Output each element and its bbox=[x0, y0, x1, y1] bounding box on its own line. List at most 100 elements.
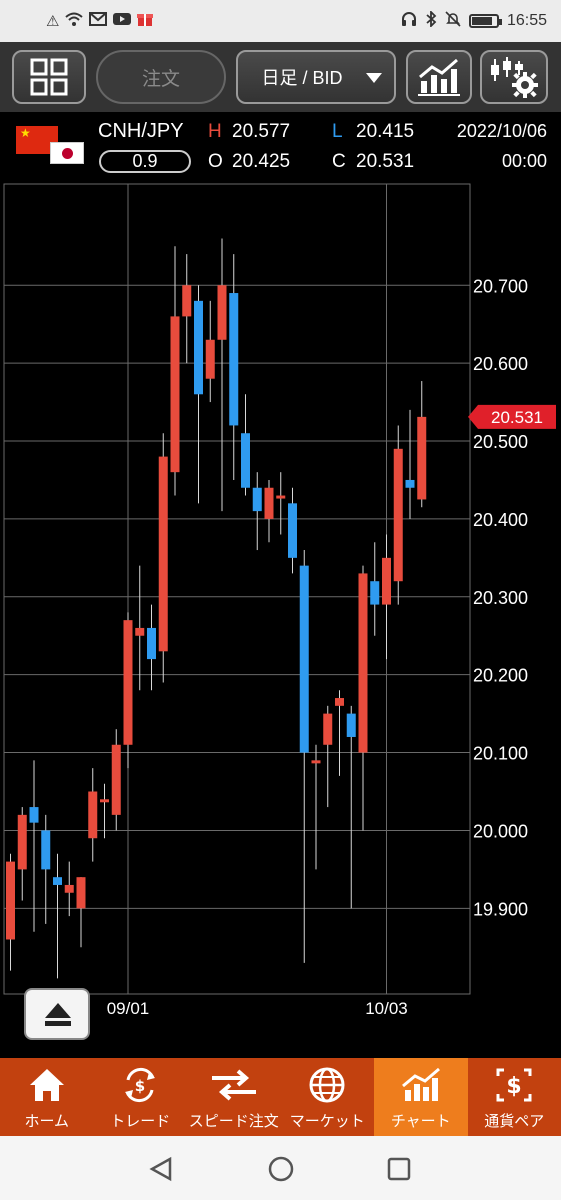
nav-label: チャート bbox=[390, 1112, 451, 1130]
candle-body-up bbox=[311, 760, 321, 764]
nav-speed-order[interactable]: スピード注文 bbox=[187, 1058, 281, 1136]
open-value: 20.425 bbox=[232, 151, 291, 172]
settings-gear-icon bbox=[491, 57, 538, 98]
nav-home[interactable]: ホーム bbox=[0, 1058, 94, 1136]
candle-body-up bbox=[393, 448, 403, 582]
nav-currency-pair[interactable]: $ 通貨ペア bbox=[468, 1058, 561, 1136]
high-label: H bbox=[208, 121, 222, 142]
candle-body-up bbox=[111, 744, 121, 815]
bottom-nav: ホーム $ トレード スピード注文 マーケット チャート $ 通貨ペア bbox=[0, 1058, 561, 1136]
mute-icon bbox=[445, 11, 461, 31]
timeframe-select[interactable]: 日足 / BID bbox=[236, 50, 396, 104]
y-tick-label: 20.600 bbox=[473, 354, 528, 374]
timeframe-label: 日足 / BID bbox=[261, 68, 343, 88]
chart-toolbar: 注文 日足 / BID bbox=[0, 42, 561, 112]
order-button[interactable]: 注文 bbox=[96, 50, 226, 104]
y-tick-label: 20.100 bbox=[473, 744, 528, 764]
japan-flag-icon bbox=[50, 142, 84, 164]
nav-chart[interactable]: チャート bbox=[374, 1058, 468, 1136]
back-icon[interactable] bbox=[148, 1156, 174, 1182]
candle-body-down bbox=[41, 830, 51, 870]
home-circle-icon[interactable] bbox=[267, 1155, 295, 1183]
trade-icon: $ bbox=[94, 1058, 188, 1108]
grid-icon bbox=[30, 58, 68, 96]
candle-body-up bbox=[64, 884, 74, 893]
candle-body-down bbox=[229, 293, 239, 426]
chart-canvas[interactable]: 19.900 20.000 20.100 20.200 20.300 20.400 20.5… bbox=[0, 180, 561, 1058]
candle-body-up bbox=[205, 339, 215, 379]
candle-body-up bbox=[276, 495, 286, 499]
x-tick-label: 09/01 bbox=[107, 999, 150, 1018]
currency-pair-icon: $ bbox=[468, 1058, 561, 1108]
system-nav-bar bbox=[0, 1136, 561, 1200]
candle-body-down bbox=[147, 627, 156, 660]
candle-body-up bbox=[17, 814, 27, 870]
status-bar: ⚠ 16:55 bbox=[0, 0, 561, 42]
candle-body-up bbox=[135, 627, 145, 636]
candle-body-down bbox=[252, 487, 262, 512]
status-time: 16:55 bbox=[506, 12, 547, 29]
nav-market[interactable]: マーケット bbox=[281, 1058, 375, 1136]
y-tick-label: 20.200 bbox=[473, 666, 528, 686]
headset-icon bbox=[401, 11, 417, 31]
chart-settings-button[interactable] bbox=[480, 50, 548, 104]
nav-label: マーケット bbox=[289, 1112, 365, 1130]
collapse-panel-button[interactable] bbox=[24, 988, 90, 1040]
plot-frame bbox=[3, 183, 471, 995]
currency-pair: CNH/JPY bbox=[98, 120, 184, 142]
candle-body-up bbox=[170, 316, 180, 473]
candle-body-up bbox=[335, 698, 344, 706]
candle-body-up bbox=[123, 620, 133, 745]
battery-icon bbox=[468, 14, 502, 28]
candle-body-up bbox=[323, 713, 333, 745]
eject-icon bbox=[45, 1003, 71, 1018]
y-tick-label: 20.700 bbox=[473, 276, 528, 296]
candle-body-up bbox=[382, 557, 391, 605]
candle-body-down bbox=[53, 877, 62, 885]
close-value: 20.531 bbox=[356, 151, 415, 172]
youtube-icon bbox=[113, 12, 132, 30]
y-tick-label: 20.400 bbox=[473, 510, 528, 530]
candle-body-down bbox=[370, 581, 380, 605]
candle-body-up bbox=[158, 456, 168, 652]
bluetooth-icon bbox=[425, 9, 437, 31]
quote-panel: ★ CNH/JPY 0.9 H 20.577 O 20.425 L 20.415… bbox=[0, 112, 561, 180]
candle-body-down bbox=[346, 713, 356, 737]
quote-date: 2022/10/06 bbox=[456, 121, 547, 141]
globe-icon bbox=[281, 1058, 375, 1108]
nav-label: 通貨ペア bbox=[484, 1112, 545, 1130]
chart-type-button[interactable] bbox=[406, 50, 472, 104]
candle-body-down bbox=[194, 300, 203, 395]
nav-label: トレード bbox=[110, 1112, 171, 1130]
svg-text:$: $ bbox=[135, 1077, 145, 1095]
chevron-down-icon bbox=[366, 73, 382, 83]
y-tick-label: 19.900 bbox=[473, 899, 528, 919]
y-tick-label: 20.000 bbox=[473, 821, 528, 841]
candle-body-up bbox=[6, 861, 15, 940]
candle-body-up bbox=[417, 416, 427, 500]
alert-icon: ⚠ bbox=[46, 12, 60, 30]
spread-badge: 0.9 bbox=[99, 150, 191, 173]
gmail-icon bbox=[89, 12, 108, 30]
layout-grid-button[interactable] bbox=[12, 50, 86, 104]
candle-body-up bbox=[358, 573, 368, 753]
bar-chart-icon bbox=[418, 58, 460, 96]
open-label: O bbox=[208, 151, 223, 172]
candle-body-up bbox=[76, 877, 86, 909]
candle-body-up bbox=[88, 791, 98, 839]
candle-body-down bbox=[288, 503, 297, 558]
candle-body-down bbox=[405, 479, 415, 488]
recent-apps-icon[interactable] bbox=[387, 1157, 411, 1181]
candle-body-down bbox=[241, 433, 250, 488]
speed-order-icon bbox=[187, 1058, 281, 1108]
nav-label: ホーム bbox=[24, 1112, 70, 1130]
chart-icon bbox=[374, 1058, 468, 1108]
high-value: 20.577 bbox=[232, 121, 291, 142]
candle-body-up bbox=[217, 285, 227, 340]
candlestick-chart[interactable]: 19.900 20.000 20.100 20.200 20.300 20.400 20.5… bbox=[0, 180, 561, 1058]
nav-trade[interactable]: $ トレード bbox=[94, 1058, 188, 1136]
gift-icon bbox=[137, 11, 154, 31]
y-tick-label: 20.300 bbox=[473, 588, 528, 608]
current-price-tag bbox=[468, 404, 556, 429]
y-tick-label: 20.500 bbox=[473, 432, 528, 452]
